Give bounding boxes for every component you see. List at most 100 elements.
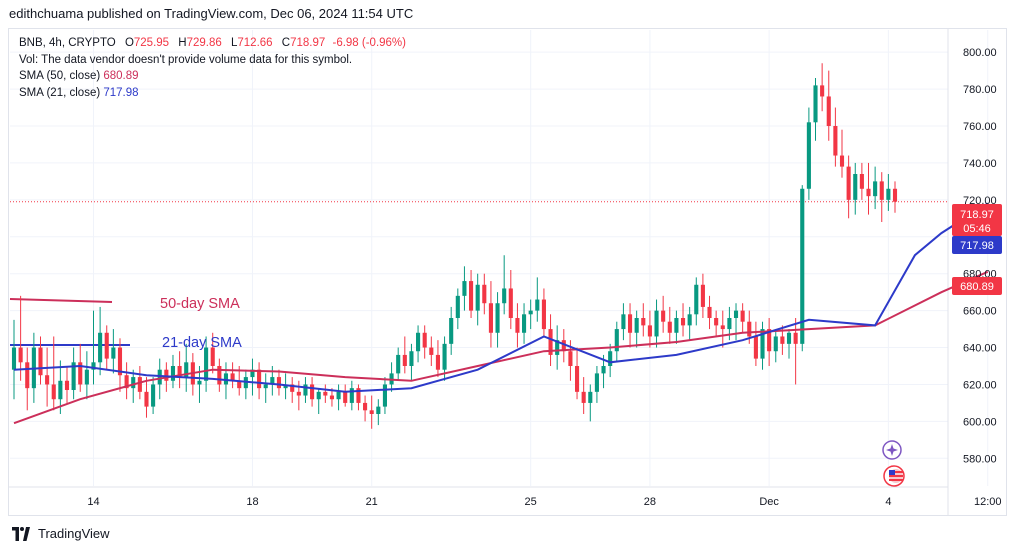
candle-body (627, 314, 633, 333)
sma50-badge (952, 277, 1002, 295)
candle-body (740, 310, 745, 322)
candle-body (422, 332, 427, 348)
candle-body (674, 318, 679, 333)
candle-body (661, 310, 666, 322)
volume-note: Vol: The data vendor doesn't provide vol… (19, 53, 353, 66)
candle-body (51, 384, 56, 400)
candle-body (329, 395, 335, 400)
candle-body (18, 347, 23, 363)
candle-body (217, 366, 222, 385)
candle-body (250, 369, 255, 378)
sma21-line (13, 202, 989, 393)
price-axis: 580.00600.00620.00640.00660.00680.00700.… (963, 47, 997, 465)
candle-body (846, 166, 851, 200)
candle-body (177, 366, 182, 378)
candle-body (839, 155, 845, 167)
candle-body (800, 188, 805, 344)
candle-body (886, 188, 891, 200)
candle-body (296, 391, 301, 396)
candle-body (528, 310, 533, 315)
sma50-legend-label: SMA (50, close) (19, 70, 101, 82)
candle-body (237, 380, 242, 389)
x-tick-label: 12:00 (974, 496, 1002, 508)
candle-body (793, 332, 798, 344)
candle-body (124, 375, 129, 389)
chart-legend: BNB, 4h, CRYPTO O725.95 H729.86 L712.66 … (19, 35, 406, 101)
candle-body (290, 384, 295, 392)
candle-body (396, 354, 401, 374)
candle-body (276, 377, 282, 389)
high-label: H (178, 37, 187, 49)
candle-body (402, 354, 407, 366)
sma21-legend-value: 717.98 (103, 86, 139, 99)
candle-body (462, 281, 467, 296)
candle-body (535, 299, 540, 311)
x-tick-label: 18 (246, 496, 258, 508)
candle-body (588, 391, 593, 403)
us-flag-icon[interactable] (883, 465, 905, 487)
candle-body (58, 380, 63, 400)
sparkle-icon[interactable] (882, 440, 902, 460)
candle-body (131, 377, 136, 389)
y-tick-label: 780.00 (963, 84, 997, 96)
candle-body (323, 391, 328, 396)
candle-body (442, 343, 447, 370)
sma50-legend-row[interactable]: SMA (50, close) 680.89 (19, 68, 406, 85)
candle-body (733, 310, 739, 318)
candle-body (117, 347, 123, 376)
candle-body (210, 347, 215, 366)
candle-body (833, 126, 838, 156)
sma50-note-line (9, 298, 113, 303)
candle-body (416, 332, 421, 352)
candle-body (64, 380, 70, 390)
candle-body (270, 377, 275, 385)
open-value: 725.95 (133, 37, 170, 49)
sma21-legend-row[interactable]: SMA (21, close) 717.98 (19, 85, 406, 102)
y-tick-label: 760.00 (963, 121, 997, 133)
candle-body (469, 281, 474, 311)
candle-body (621, 314, 626, 330)
candle-body (502, 288, 507, 304)
candle-body (608, 351, 613, 366)
candle-body (680, 318, 686, 326)
sma50-line (13, 270, 989, 425)
sma21-legend-label: SMA (21, close) (19, 86, 101, 99)
candle-body (714, 318, 719, 326)
candle-body (157, 369, 162, 385)
candle-body (151, 384, 156, 407)
candle-body (343, 391, 348, 403)
candle-body (475, 284, 480, 311)
candle-body (455, 295, 460, 318)
close-label: C (281, 37, 291, 49)
chart-frame (8, 28, 1007, 516)
candle-body (866, 188, 871, 197)
sma21-badge-text: 717.98 (960, 240, 994, 252)
y-tick-label: 740.00 (963, 158, 997, 170)
candle-body (78, 362, 83, 385)
candle-body (11, 347, 17, 370)
candle-body (826, 96, 831, 126)
candle-body (541, 299, 546, 330)
candle-body (283, 384, 288, 389)
candle-body (601, 366, 606, 374)
candle-body (753, 336, 758, 359)
sma50-legend-value: 680.89 (103, 70, 139, 82)
candle-body (25, 362, 30, 389)
high-value: 729.86 (186, 37, 222, 49)
y-tick-label: 600.00 (963, 416, 997, 428)
y-tick-label: 800.00 (963, 47, 997, 59)
y-tick-label: 580.00 (963, 453, 997, 465)
candles (11, 63, 898, 429)
candle-body (634, 318, 639, 333)
candle-body (548, 329, 553, 355)
price-badges: 718.97 05:46 717.98 680.89 (952, 204, 1002, 295)
candle-body (363, 402, 368, 411)
candle-body (760, 329, 765, 359)
symbol-label[interactable]: BNB, 4h, CRYPTO (19, 37, 116, 49)
candle-body (369, 410, 374, 414)
candle-body (786, 332, 792, 344)
candle-body (879, 181, 884, 200)
candle-body (449, 318, 454, 344)
tradingview-footer[interactable]: TradingView (10, 524, 110, 544)
